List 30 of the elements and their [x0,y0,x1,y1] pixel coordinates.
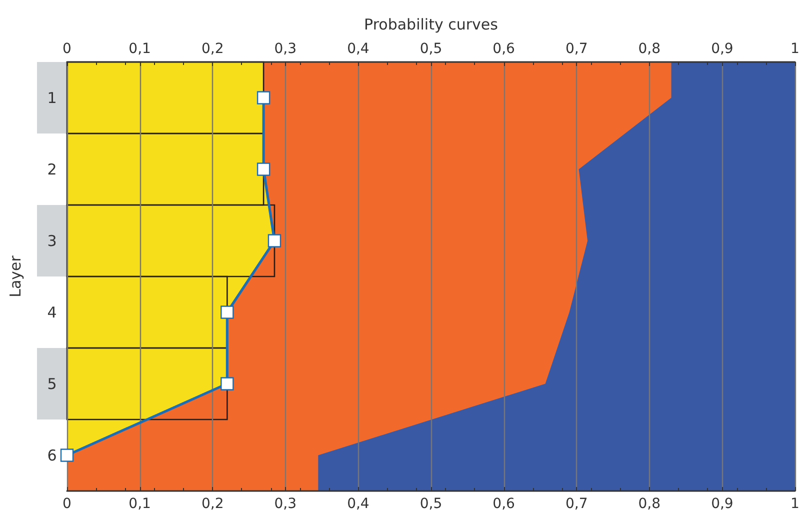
x2-tick-label: 0,1 [128,41,151,57]
x2-tick-label: 0,2 [201,41,224,57]
x-tick-label: 0,4 [347,496,370,512]
y-tick-label: 1 [47,88,57,107]
x2-tick-label: 0,6 [492,41,516,57]
x-tick-label: 0,5 [420,496,442,512]
y-axis-title: Layer [6,254,24,298]
x-tick-label: 0,8 [638,496,661,512]
x2-tick-label: 0,7 [565,41,588,57]
x2-tick-label: 0,4 [347,41,370,57]
x2-tick-label: 1 [790,41,800,57]
y-tick-label: 3 [47,232,57,250]
x-tick-label: 0,9 [711,496,734,512]
x-tick-label: 0,3 [274,496,297,512]
x-tick-label: 0,2 [201,496,224,512]
x-tick-label: 1 [790,496,800,512]
x2-tick-label: 0 [62,41,72,57]
y-tick-label: 2 [47,160,57,178]
x2-tick-label: 0,9 [711,41,734,57]
x2-axis-title: Probability curves [364,16,498,34]
x-tick-label: 0,7 [565,496,588,512]
x-tick-label: 0 [62,496,72,512]
x2-tick-label: 0,3 [274,41,297,57]
y-tick-label: 4 [47,303,57,322]
x2-tick-label: 0,5 [420,41,442,57]
x-tick-label: 0,1 [128,496,151,512]
x2-tick-label: 0,8 [638,41,661,57]
x-tick-label: 0,6 [492,496,516,512]
y-tick-label: 6 [47,446,57,464]
y-tick-label: 5 [47,374,57,393]
